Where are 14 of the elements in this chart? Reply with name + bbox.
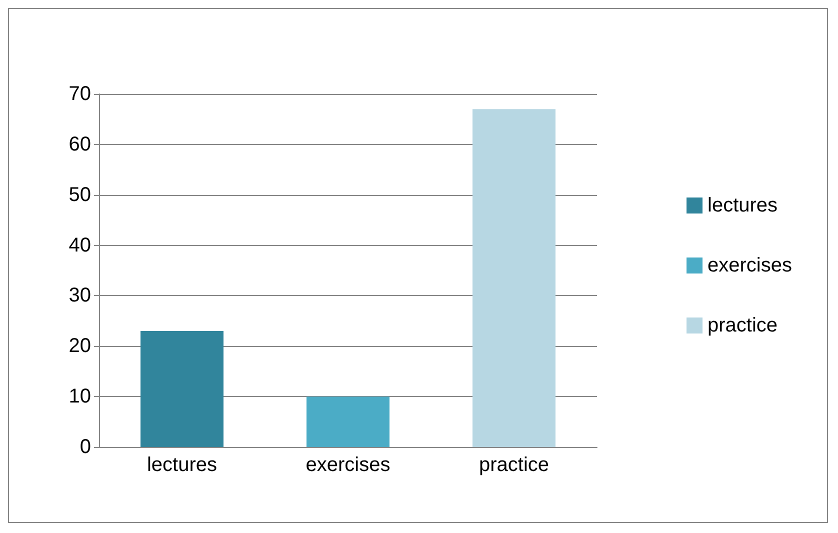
y-tick-label: 10 — [68, 386, 91, 408]
y-tick-label: 20 — [68, 335, 91, 358]
y-tick-label: 30 — [68, 284, 91, 307]
x-tick-label: lectures — [146, 454, 218, 476]
y-tick-label: 40 — [68, 234, 91, 256]
y-tick-label: 50 — [68, 184, 91, 206]
y-tick-label: 60 — [68, 133, 91, 156]
legend-label: lectures — [708, 194, 778, 216]
x-tick-label: exercises — [306, 454, 390, 476]
legend-label: practice — [708, 314, 778, 336]
x-tick-label: practice — [478, 454, 550, 476]
y-tick-label: 70 — [68, 83, 91, 105]
y-tick-label: 0 — [80, 436, 91, 458]
legend-label: exercises — [708, 254, 792, 276]
